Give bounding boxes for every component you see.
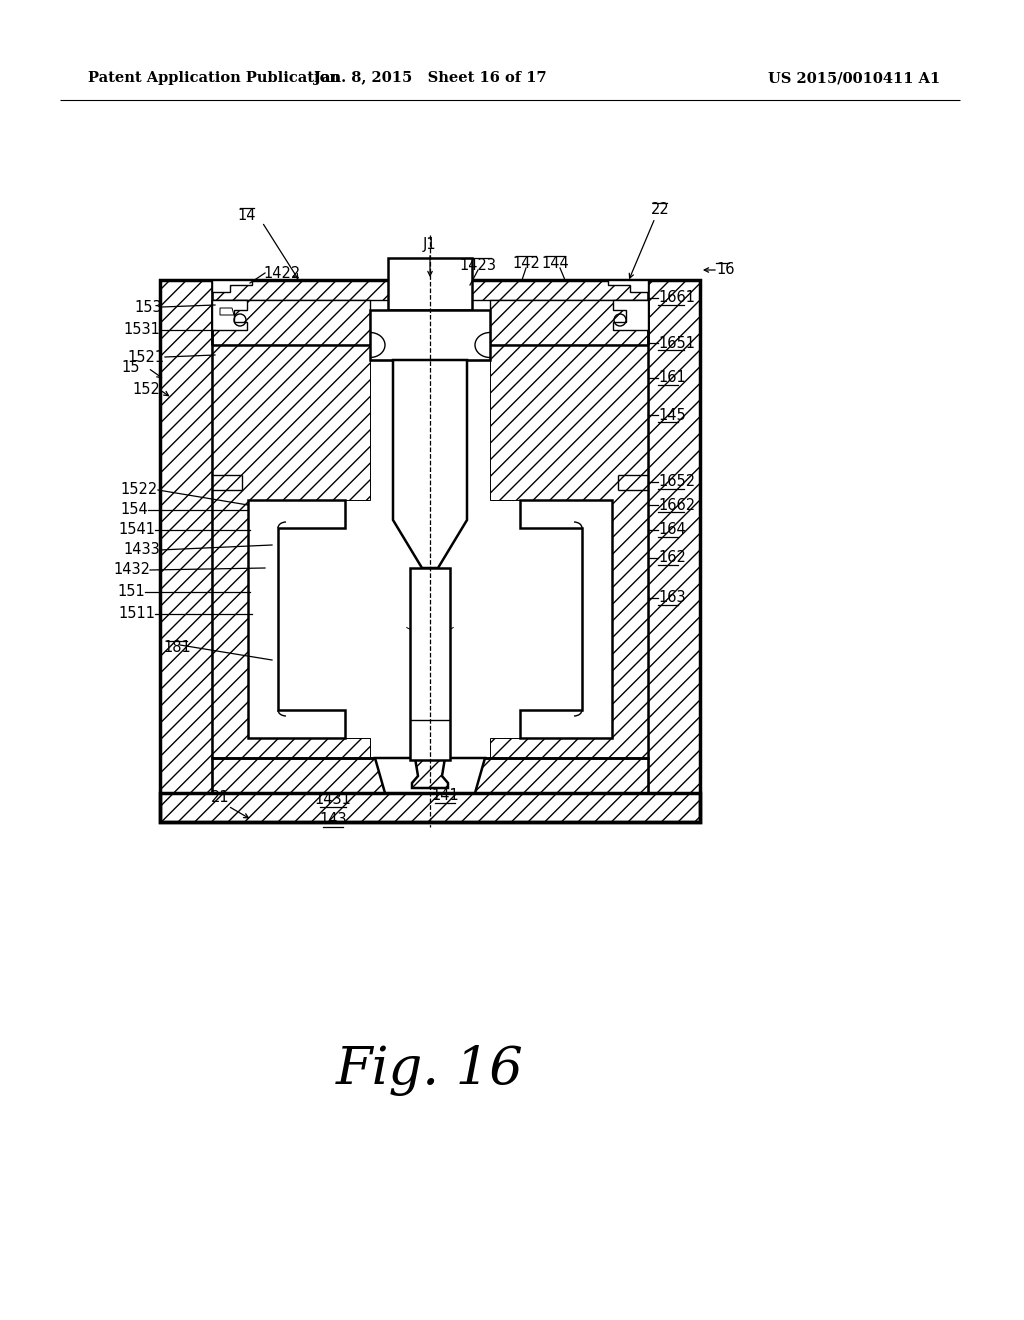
Text: 1511: 1511 xyxy=(118,606,155,622)
Text: 163: 163 xyxy=(658,590,686,606)
Polygon shape xyxy=(248,500,345,738)
Bar xyxy=(212,280,648,300)
Text: 143: 143 xyxy=(319,813,347,828)
Bar xyxy=(160,793,700,822)
Text: 144: 144 xyxy=(541,256,569,271)
Text: 1651: 1651 xyxy=(658,335,695,351)
Bar xyxy=(648,280,700,822)
Text: 16: 16 xyxy=(716,263,734,277)
Bar xyxy=(212,300,370,345)
Polygon shape xyxy=(410,568,450,760)
Text: Patent Application Publication: Patent Application Publication xyxy=(88,71,340,84)
Polygon shape xyxy=(613,300,648,330)
Polygon shape xyxy=(212,280,252,292)
Text: 151: 151 xyxy=(118,585,145,599)
Text: 1432: 1432 xyxy=(113,562,150,578)
Text: 161: 161 xyxy=(658,371,686,385)
Text: 14: 14 xyxy=(238,207,256,223)
Polygon shape xyxy=(388,257,472,310)
Bar xyxy=(490,300,648,345)
Text: 181: 181 xyxy=(163,640,190,656)
Polygon shape xyxy=(393,310,467,568)
Text: 1522: 1522 xyxy=(121,483,158,498)
Polygon shape xyxy=(520,500,612,738)
Text: 152: 152 xyxy=(132,383,160,397)
Text: 1531: 1531 xyxy=(123,322,160,338)
Bar xyxy=(212,758,648,793)
Polygon shape xyxy=(212,345,370,758)
Text: 22: 22 xyxy=(650,202,670,218)
Text: 164: 164 xyxy=(658,523,686,537)
Text: 141: 141 xyxy=(431,788,459,804)
Text: 154: 154 xyxy=(120,503,148,517)
Polygon shape xyxy=(490,345,648,758)
Text: 1431: 1431 xyxy=(314,792,351,808)
Bar xyxy=(410,568,450,760)
Text: 1661: 1661 xyxy=(658,290,695,305)
Text: Jan. 8, 2015   Sheet 16 of 17: Jan. 8, 2015 Sheet 16 of 17 xyxy=(313,71,547,84)
Polygon shape xyxy=(393,360,467,568)
Text: 1541: 1541 xyxy=(118,523,155,537)
Text: 1433: 1433 xyxy=(123,543,160,557)
Text: 153: 153 xyxy=(134,300,162,314)
Text: 1521: 1521 xyxy=(128,350,165,364)
Text: 145: 145 xyxy=(658,408,686,422)
Polygon shape xyxy=(370,310,490,360)
Text: 21: 21 xyxy=(211,791,229,805)
Text: J1: J1 xyxy=(423,238,437,252)
Text: 1662: 1662 xyxy=(658,498,695,512)
Text: 1422: 1422 xyxy=(263,265,301,281)
Polygon shape xyxy=(608,280,648,292)
Text: 1652: 1652 xyxy=(658,474,695,490)
Polygon shape xyxy=(375,758,485,793)
Polygon shape xyxy=(212,300,247,330)
Text: 142: 142 xyxy=(512,256,540,271)
Text: 15: 15 xyxy=(122,360,140,375)
Text: 162: 162 xyxy=(658,550,686,565)
Text: US 2015/0010411 A1: US 2015/0010411 A1 xyxy=(768,71,940,84)
Text: Fig. 16: Fig. 16 xyxy=(336,1045,524,1096)
Polygon shape xyxy=(220,308,234,315)
Text: 1423: 1423 xyxy=(460,257,497,272)
Bar xyxy=(160,280,212,822)
